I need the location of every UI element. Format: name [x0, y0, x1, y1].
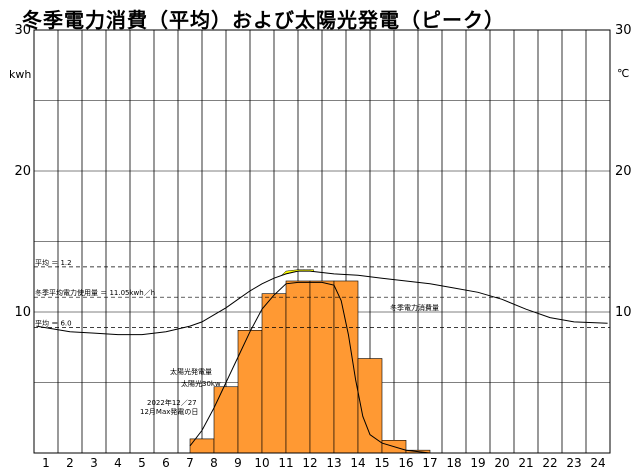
x-tick-label: 7: [186, 456, 194, 470]
consumption-curve: [36, 270, 608, 336]
left-axis-unit: kwh: [9, 68, 31, 81]
x-tick-label: 4: [114, 456, 122, 470]
x-tick-label: 1: [42, 456, 50, 470]
right-tick-label: 20: [615, 164, 632, 179]
solar-curve: [189, 281, 431, 454]
reference-label: 冬季平均電力使用量 ＝ 11.05kwh／h: [35, 288, 155, 297]
chart-title: 冬季電力消費（平均）および太陽光発電（ピーク）: [22, 8, 505, 32]
date-label-1: 2022年12／27: [147, 398, 197, 407]
x-tick-label: 21: [518, 456, 533, 470]
solar-label-2: 太陽光30kw: [181, 379, 221, 388]
reference-label: 平均 ＝ 1.2: [35, 258, 72, 267]
surplus-area: [281, 269, 314, 276]
x-tick-label: 24: [590, 456, 605, 470]
x-tick-label: 17: [422, 456, 437, 470]
consumption-label: 冬季電力消費量: [390, 303, 439, 312]
x-tick-label: 11: [278, 456, 293, 470]
annotations: 冬季電力消費量 太陽光発電量 太陽光30kw 2022年12／27 12月Max…: [140, 303, 439, 416]
x-tick-label: 10: [254, 456, 269, 470]
x-tick-label: 13: [326, 456, 341, 470]
x-tick-label: 19: [470, 456, 485, 470]
surplus-fill: [281, 269, 314, 276]
reference-lines: 平均 ＝ 1.2 冬季平均電力使用量 ＝ 11.05kwh／h 平均 ＝ 6.0: [34, 258, 610, 328]
x-tick-label: 8: [210, 456, 218, 470]
right-tick-label: 10: [615, 305, 632, 320]
solar-label-1: 太陽光発電量: [170, 367, 212, 376]
right-tick-label: 30: [615, 23, 632, 38]
solar-bar: [213, 386, 239, 454]
x-tick-label: 20: [494, 456, 509, 470]
x-tick-label: 5: [138, 456, 146, 470]
x-tick-label: 15: [374, 456, 389, 470]
solar-bar: [357, 358, 383, 454]
x-tick-label: 18: [446, 456, 461, 470]
x-tick-label: 12: [302, 456, 317, 470]
y-tick-label: 30: [14, 23, 31, 38]
x-tick-label: 22: [542, 456, 557, 470]
y-ticks: 10 20 30 10 20 30: [14, 23, 631, 320]
x-tick-label: 3: [90, 456, 98, 470]
plot-border: [33, 29, 611, 454]
x-tick-label: 2: [66, 456, 74, 470]
x-tick-label: 16: [398, 456, 413, 470]
x-tick-label: 6: [162, 456, 170, 470]
solar-bar: [261, 293, 287, 454]
solar-bar: [285, 280, 311, 454]
plot-frame: [33, 29, 611, 454]
solar-bars: [189, 280, 431, 454]
date-label-2: 12月Max発電の日: [140, 407, 198, 416]
solar-bar: [333, 280, 359, 454]
x-ticks: 1 2 3 4 5 6 7 8 9 10 11 12 13 14 15 16 17 18 19 20 21 22 23 24: [42, 456, 605, 470]
y-tick-label: 20: [14, 164, 31, 179]
curves: [36, 270, 608, 454]
right-axis-unit: ℃: [617, 67, 629, 80]
solar-bar: [309, 280, 335, 454]
y-tick-label: 10: [14, 305, 31, 320]
x-tick-label: 9: [234, 456, 242, 470]
x-tick-label: 14: [350, 456, 365, 470]
x-tick-label: 23: [566, 456, 581, 470]
reference-label: 平均 ＝ 6.0: [35, 319, 72, 328]
